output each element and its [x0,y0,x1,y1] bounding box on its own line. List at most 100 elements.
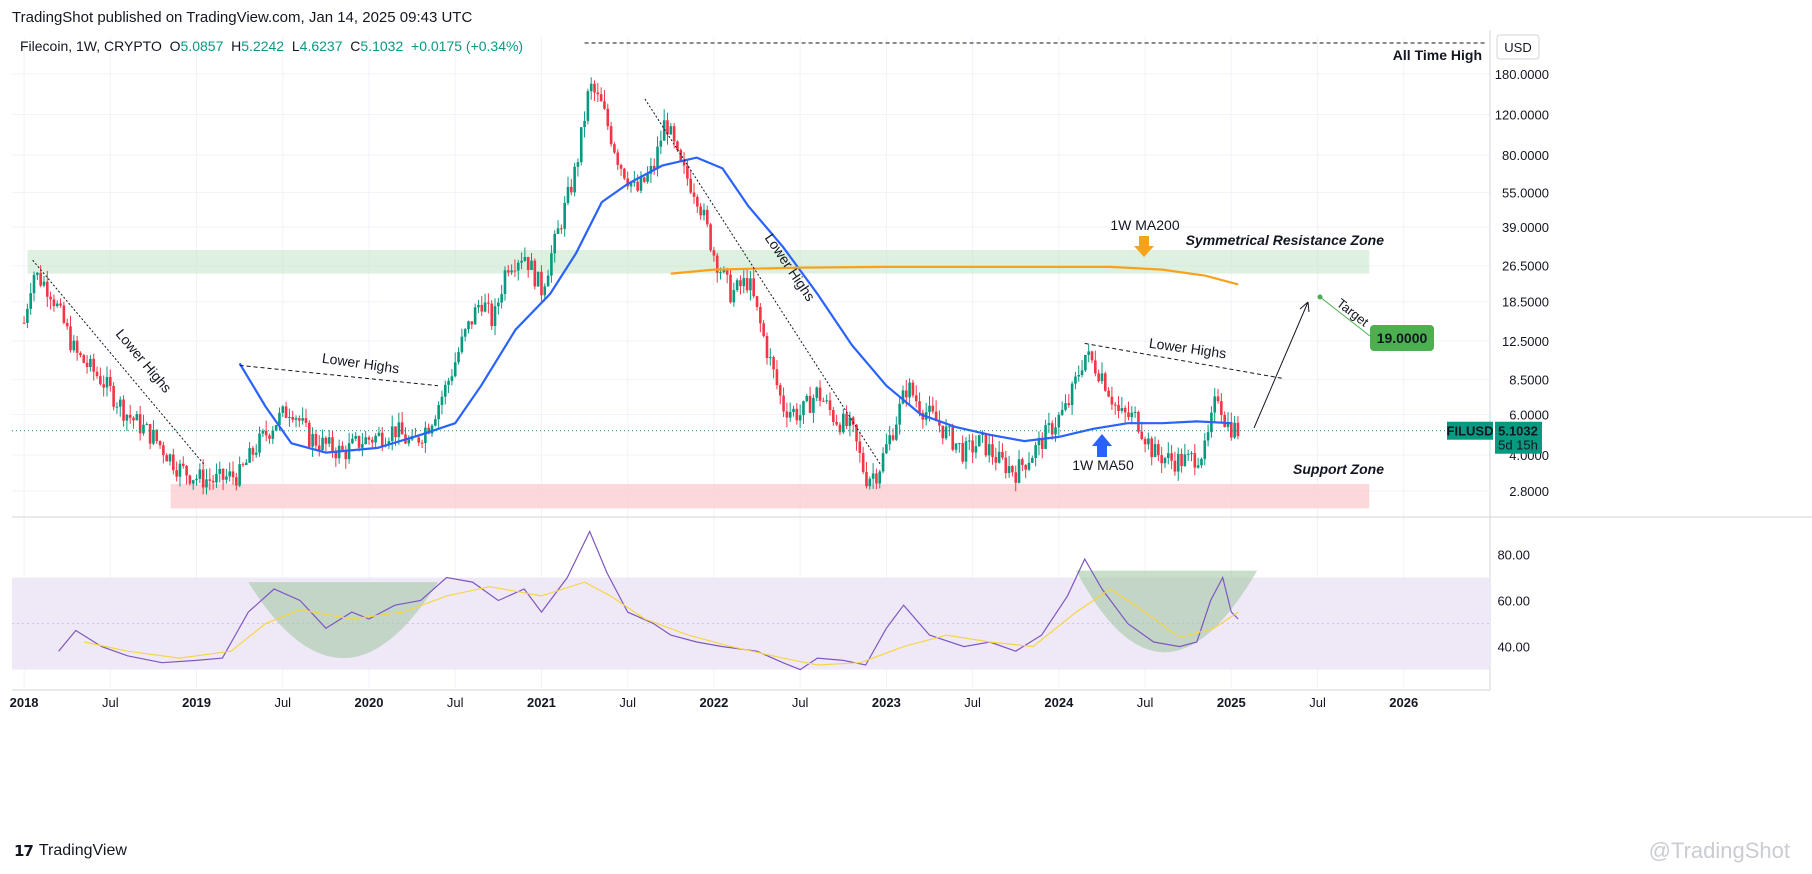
candle-body [99,376,102,385]
candle-body [752,278,756,297]
candle-body [493,306,497,327]
currency-button[interactable] [1496,34,1540,60]
candle-body [961,443,964,462]
target-tag[interactable] [1370,325,1434,351]
candle-body [861,453,865,472]
candle-body [218,468,222,474]
candle-body [22,322,26,324]
candle-body [341,445,344,450]
trendline-2[interactable] [239,364,439,387]
candle-body [828,400,832,411]
support-zone[interactable] [170,483,1370,509]
ma50-label: 1W MA50 [1072,457,1134,473]
candle-body [603,101,606,109]
candle-body [251,448,255,455]
footer-brand[interactable]: TradingView [38,842,127,859]
price-axis-tick: 55.0000 [1502,186,1549,201]
trendline-4[interactable] [1084,342,1284,379]
price-axis-tick: 12.5000 [1502,334,1549,349]
candle-body [142,424,145,434]
candle-body [838,424,842,433]
candle-body [457,352,460,363]
candle-body [987,444,991,456]
ma50-line[interactable] [238,156,1232,454]
candle-body [613,144,616,153]
candle-body [191,480,195,484]
candle-body [815,387,819,398]
candle-body [1090,351,1094,361]
candle-body [845,413,848,427]
candle-body [792,408,795,413]
candle-body [228,471,232,477]
candle-body [735,280,739,291]
time-axis-tick: 2023 [872,695,901,710]
candle-body [513,270,517,272]
candle-body [1160,455,1163,464]
target-line[interactable] [1319,296,1371,337]
candle-body [918,401,921,413]
candle-body [298,418,301,421]
candle-body [818,387,822,401]
rsi-line[interactable] [58,530,1239,671]
trendline-1[interactable] [32,259,206,466]
candle-body [619,164,623,169]
tradingview-logo-icon[interactable]: 𝟭𝟳 [14,843,34,860]
candle-body [1196,465,1200,468]
trendline-3[interactable] [644,98,882,466]
candle-body [122,399,125,421]
candle-body [732,290,736,303]
target-point[interactable] [1317,294,1323,300]
ma200-arrow-icon [1134,236,1154,257]
projection-arrow[interactable] [1253,301,1309,429]
legend-o-label: O [170,38,181,54]
candle-body [689,178,693,193]
legend-h-label: H [231,38,241,54]
candle-body [908,382,911,398]
candle-body [1127,412,1130,418]
candle-body [1107,390,1110,397]
candle-body [75,340,79,353]
candle-body [268,435,271,439]
candle-body [1037,437,1041,446]
candle-body [72,340,76,351]
candle-body [304,418,308,423]
candle-body [722,268,726,273]
candle-body [997,451,1001,463]
candle-body [672,126,676,142]
ohlc-legend: Filecoin, 1W, CRYPTO O5.0857 H5.2242 L4.… [20,38,523,54]
candle-body [858,441,862,454]
candle-body [49,296,52,300]
candle-body [636,181,639,191]
currency-label: USD [1504,40,1531,55]
candle-body [168,454,172,462]
candle-body [984,433,988,456]
candle-body [941,425,945,439]
candle-body [225,476,228,480]
candle-body [901,390,905,404]
legend-o-value: 5.0857 [181,38,232,54]
candle-body [593,83,596,93]
candle-body [699,206,702,216]
symbol-tag[interactable] [1447,421,1493,440]
candle-body [59,303,62,306]
legend-h-value: 5.2242 [241,38,292,54]
candle-body [742,278,746,287]
price-tag[interactable] [1495,421,1542,454]
candle-body [201,469,205,488]
candle-body [334,451,338,459]
rsi-ma-line[interactable] [84,581,1239,666]
candle-body [307,422,311,447]
rsi-axis-tick: 40.00 [1497,640,1530,655]
ma50-arrow-icon [1092,434,1112,457]
candle-body [868,478,872,487]
candle-body [327,437,331,444]
ma200-line[interactable] [670,265,1239,286]
candle-body [125,414,129,421]
candle-body [798,415,802,421]
candle-body [291,416,295,420]
candle-body [1031,457,1034,463]
candle-body [231,471,235,478]
candle-body [208,479,212,481]
candle-body [1080,370,1084,376]
